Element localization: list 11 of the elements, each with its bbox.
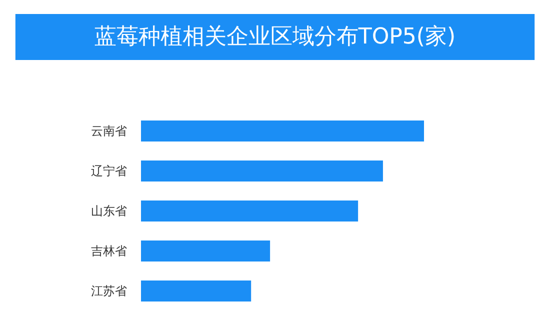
y-tick-label: 山东省 xyxy=(91,204,127,218)
y-tick-label: 辽宁省 xyxy=(91,164,127,178)
bar xyxy=(141,240,270,262)
bar xyxy=(141,160,383,182)
bar xyxy=(141,120,424,142)
y-tick-label: 江苏省 xyxy=(91,284,127,298)
chart-title: 蓝莓种植相关企业区域分布TOP5(家) xyxy=(94,24,456,50)
y-tick-label: 云南省 xyxy=(91,124,127,138)
bar xyxy=(141,200,358,222)
bar xyxy=(141,280,252,302)
y-tick-label: 吉林省 xyxy=(91,244,127,258)
